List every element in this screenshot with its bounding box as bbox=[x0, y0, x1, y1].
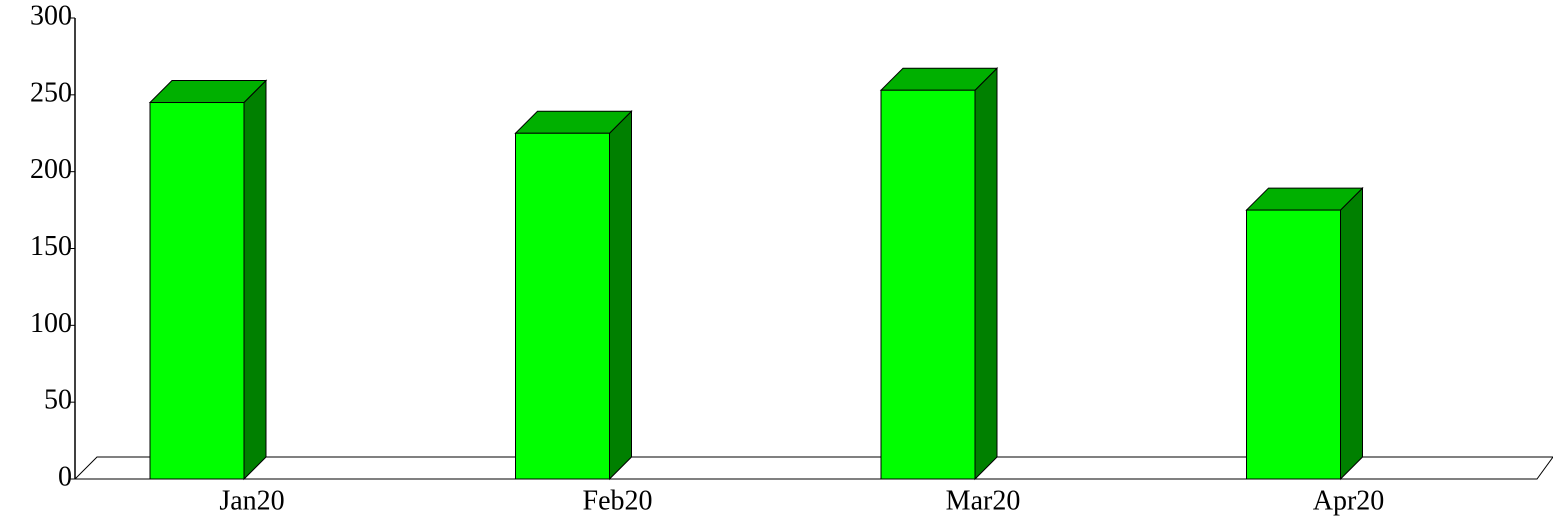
y-tick-label: 150 bbox=[30, 231, 72, 262]
bar-side bbox=[609, 110, 632, 481]
x-tick-label: Feb20 bbox=[583, 485, 653, 516]
y-tick-label: 50 bbox=[44, 385, 72, 416]
bar-side bbox=[974, 67, 998, 481]
bar bbox=[1246, 209, 1341, 480]
x-tick-label: Jan20 bbox=[219, 485, 284, 516]
y-tick-label: 0 bbox=[58, 461, 72, 492]
y-tick-label: 200 bbox=[30, 154, 72, 185]
bar bbox=[515, 132, 610, 480]
bar-side bbox=[243, 79, 267, 481]
bar bbox=[149, 102, 245, 480]
y-tick-label: 300 bbox=[30, 0, 72, 31]
bar-side bbox=[1340, 186, 1363, 481]
floor bbox=[73, 456, 1553, 480]
y-tick-label: 100 bbox=[30, 308, 72, 339]
x-tick-label: Mar20 bbox=[946, 485, 1021, 516]
x-tick-label: Apr20 bbox=[1313, 485, 1385, 516]
y-tick-label: 250 bbox=[30, 77, 72, 108]
bar bbox=[880, 89, 976, 480]
